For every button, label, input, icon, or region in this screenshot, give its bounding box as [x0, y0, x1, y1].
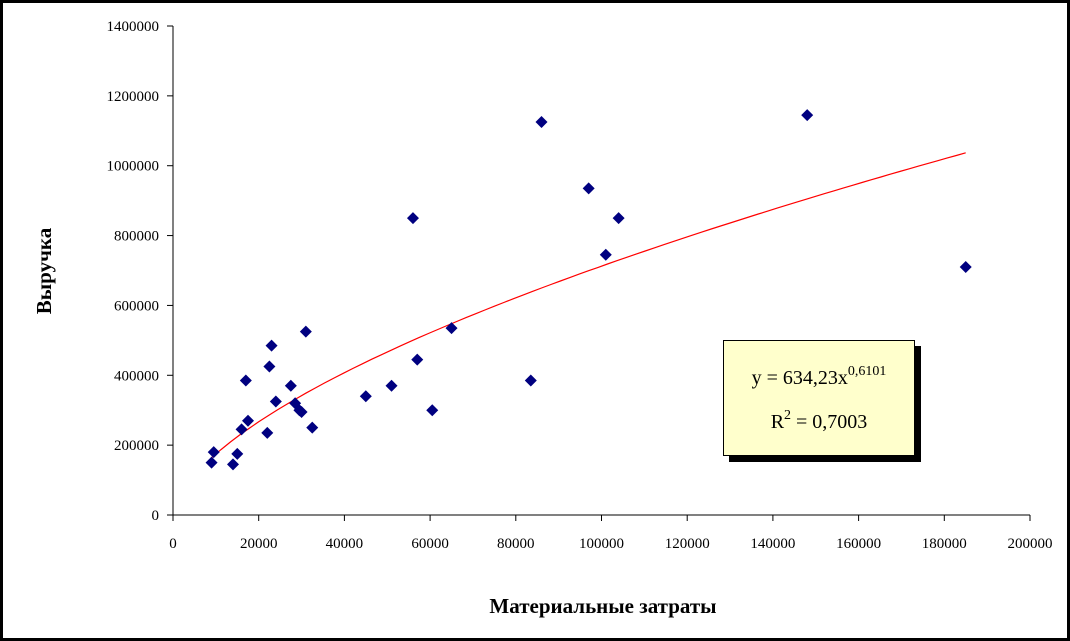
trendline [211, 152, 966, 459]
x-axis-ticks: 0 20000 40000 60000 80000 100000 120000 140000 1… [169, 515, 1053, 552]
trendline-group [211, 152, 966, 459]
x-axis-title: Материальные затраты [489, 594, 716, 618]
equation-exponent: 0,6101 [847, 364, 887, 379]
data-point [801, 109, 814, 122]
data-point [535, 116, 548, 129]
r2-value: = 0,7003 [791, 411, 868, 433]
data-point [612, 212, 625, 225]
data-point [263, 360, 276, 373]
data-points [205, 109, 972, 471]
r2-exponent: 2 [784, 408, 792, 423]
x-tick-label: 140000 [750, 536, 795, 552]
data-point [241, 414, 254, 427]
data-point [445, 322, 458, 335]
trendline-equation: y = 634,23x0,6101 [724, 364, 914, 390]
data-point [426, 404, 439, 417]
data-point [959, 261, 972, 274]
equation-base: y = 634,23x [751, 367, 848, 389]
x-tick-label: 200000 [1008, 536, 1053, 552]
r-squared-label: R2 = 0,7003 [724, 408, 914, 434]
data-point [207, 446, 220, 459]
r2-base: R [770, 411, 785, 433]
data-point [299, 325, 312, 338]
y-tick-label: 800000 [114, 229, 159, 245]
y-tick-label: 400000 [114, 368, 159, 384]
data-point [239, 374, 252, 387]
x-tick-label: 40000 [326, 536, 364, 552]
y-axis-title: Выручка [32, 227, 56, 314]
y-tick-label: 1000000 [107, 159, 160, 175]
y-tick-label: 600000 [114, 298, 159, 314]
x-tick-label: 180000 [922, 536, 967, 552]
data-point [284, 379, 297, 392]
trendline-equation-box: y = 634,23x0,6101 R2 = 0,7003 [723, 340, 915, 456]
x-tick-label: 100000 [579, 536, 624, 552]
data-point [359, 390, 372, 403]
x-tick-label: 0 [169, 536, 177, 552]
data-point [205, 456, 218, 469]
y-axis-ticks: 0 200000 400000 600000 800000 1000000 1200000 1… [107, 19, 173, 524]
y-tick-label: 1400000 [107, 19, 160, 35]
data-point [265, 339, 278, 352]
data-point [411, 353, 424, 366]
data-point [226, 458, 239, 471]
data-point [406, 212, 419, 225]
data-point [524, 374, 537, 387]
x-tick-label: 80000 [497, 536, 535, 552]
x-tick-label: 120000 [665, 536, 710, 552]
data-point [306, 421, 319, 434]
chart-frame: 0 20000 40000 60000 80000 100000 120000 140000 1… [3, 3, 1067, 638]
data-point [385, 379, 398, 392]
data-point [269, 395, 282, 408]
data-point [582, 182, 595, 195]
data-point [235, 423, 248, 436]
x-tick-label: 20000 [240, 536, 278, 552]
data-point [599, 248, 612, 261]
data-point [231, 447, 244, 460]
x-tick-label: 60000 [411, 536, 449, 552]
y-tick-label: 0 [152, 508, 160, 524]
y-tick-label: 1200000 [107, 89, 160, 105]
scatter-chart: 0 20000 40000 60000 80000 100000 120000 140000 1… [32, 19, 1053, 618]
x-tick-label: 160000 [836, 536, 881, 552]
y-tick-label: 200000 [114, 438, 159, 454]
data-point [295, 405, 308, 418]
data-point [261, 426, 274, 439]
